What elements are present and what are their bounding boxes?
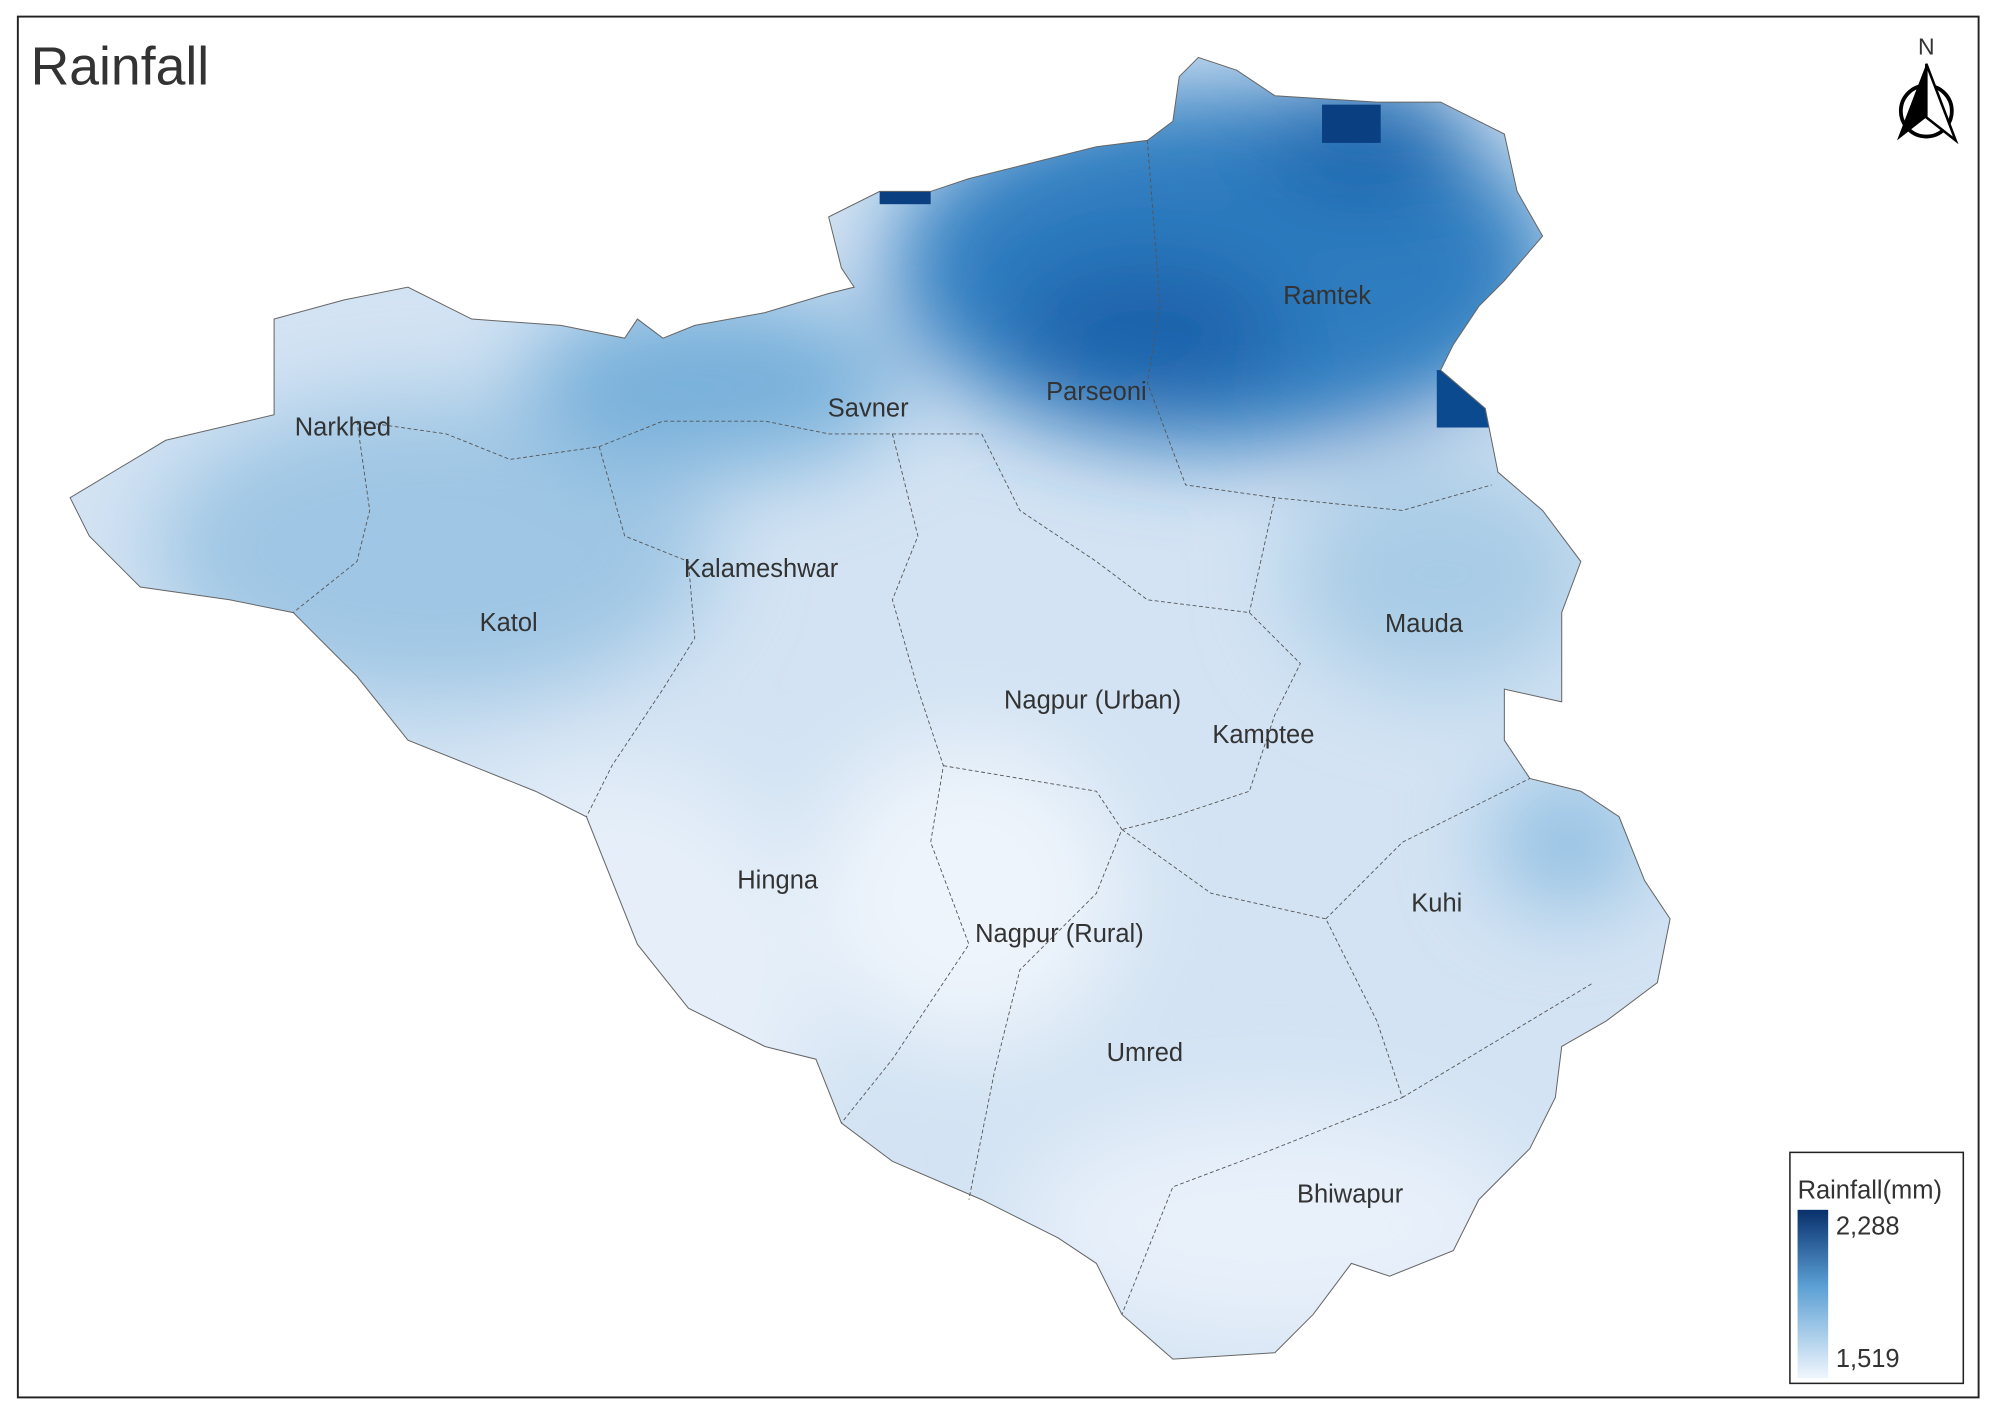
legend: Rainfall(mm) 2,288 1,519 [1789, 1151, 1965, 1385]
legend-gradient [1797, 1209, 1829, 1379]
district-outline [69, 56, 1671, 1360]
region-label: Mauda [1385, 610, 1464, 638]
region-label: Kamptee [1212, 721, 1314, 749]
region-label: Parseoni [1046, 378, 1147, 406]
region-label: Kalameshwar [684, 555, 839, 583]
map-title: Rainfall [31, 37, 210, 96]
region-label: Kuhi [1411, 890, 1462, 918]
legend-title: Rainfall(mm) [1798, 1177, 1942, 1205]
region-label: Katol [480, 609, 538, 637]
region-label: Ramtek [1283, 282, 1371, 310]
region-label: Hingna [737, 867, 819, 895]
region-label: Nagpur (Rural) [975, 920, 1144, 948]
legend-label: 1,519 [1836, 1345, 1900, 1373]
legend-label: 2,288 [1836, 1212, 1900, 1240]
region-label: Savner [828, 394, 909, 422]
region-label: Bhiwapur [1297, 1181, 1404, 1209]
region-label: Narkhed [295, 414, 391, 442]
region-labels: Ramtek Parseoni Savner Narkhed Kalameshwar Ka… [295, 282, 1464, 1208]
taluka-boundaries [292, 140, 1594, 1315]
region-label: Nagpur (Urban) [1004, 687, 1181, 715]
region-label: Umred [1107, 1039, 1183, 1067]
north-label: N [1918, 34, 1935, 60]
